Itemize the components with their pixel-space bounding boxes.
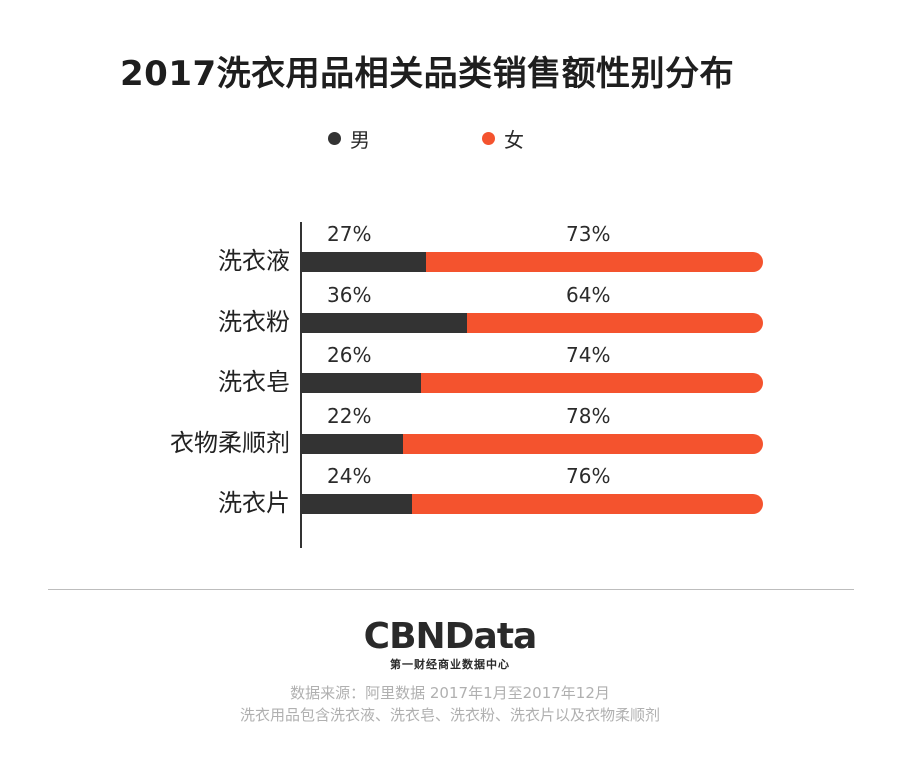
- bar-segment-male: [301, 494, 412, 514]
- legend: 男 女: [328, 124, 636, 153]
- cbndata-logo: CBNData 第一财经商业数据中心: [0, 618, 900, 672]
- bar-segment-male: [301, 434, 403, 454]
- data-label-male: 24%: [327, 464, 372, 488]
- stacked-bar: [301, 373, 763, 393]
- data-label-male: 27%: [327, 222, 372, 246]
- bar-segment-female: [421, 373, 763, 393]
- source-line-2: 洗衣用品包含洗衣液、洗衣皂、洗衣粉、洗衣片以及衣物柔顺剂: [239, 706, 660, 724]
- logo-tagline: 第一财经商业数据中心: [390, 658, 510, 671]
- stacked-bar: [301, 252, 763, 272]
- bar-segment-female: [467, 313, 763, 333]
- footer-divider: [48, 589, 854, 590]
- chart-title: 2017洗衣用品相关品类销售额性别分布: [120, 54, 735, 94]
- source-note: 数据来源：阿里数据 2017年1月至2017年12月 洗衣用品包含洗衣液、洗衣皂…: [0, 682, 900, 726]
- bar-segment-female: [402, 434, 763, 454]
- stacked-bar: [301, 494, 763, 514]
- data-label-female: 74%: [566, 343, 611, 367]
- legend-swatch-female: [482, 132, 495, 145]
- bar-segment-female: [411, 494, 763, 514]
- legend-label-male: 男: [350, 128, 370, 152]
- data-label-female: 78%: [566, 404, 611, 428]
- bar-segment-male: [301, 373, 422, 393]
- category-label: 衣物柔顺剂: [170, 429, 290, 457]
- logo-wordmark: CBNData: [363, 616, 538, 657]
- category-label: 洗衣皂: [218, 368, 290, 396]
- data-label-female: 73%: [566, 222, 611, 246]
- legend-label-female: 女: [504, 128, 524, 152]
- legend-swatch-male: [328, 132, 341, 145]
- data-label-female: 64%: [566, 283, 611, 307]
- data-label-female: 76%: [566, 464, 611, 488]
- bar-segment-female: [425, 252, 763, 272]
- legend-item-male: 男: [328, 124, 370, 153]
- category-label: 洗衣液: [218, 247, 290, 275]
- category-label: 洗衣片: [218, 489, 290, 517]
- legend-item-female: 女: [482, 124, 524, 153]
- bar-segment-male: [301, 313, 468, 333]
- data-label-male: 26%: [327, 343, 372, 367]
- data-label-male: 36%: [327, 283, 372, 307]
- category-label: 洗衣粉: [218, 308, 290, 336]
- stacked-bar: [301, 434, 763, 454]
- stacked-bar: [301, 313, 763, 333]
- data-label-male: 22%: [327, 404, 372, 428]
- bar-segment-male: [301, 252, 426, 272]
- source-line-1: 数据来源：阿里数据 2017年1月至2017年12月: [290, 684, 610, 702]
